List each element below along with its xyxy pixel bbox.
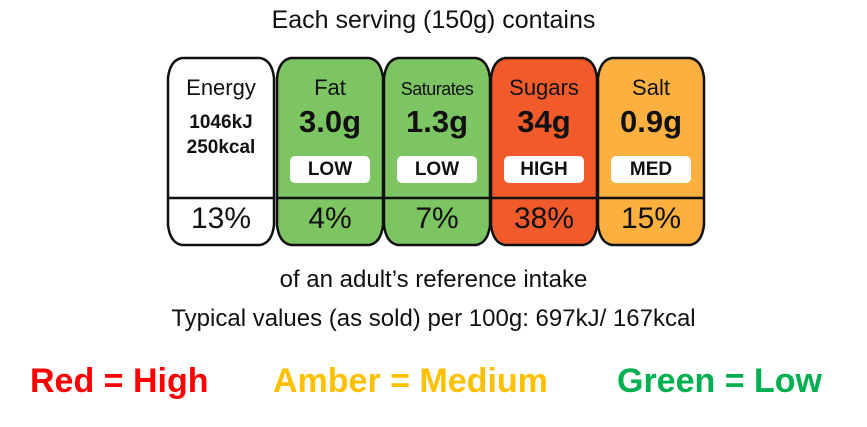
- level-badge: MED: [611, 156, 691, 183]
- nutrient-value: 3.0g: [298, 104, 362, 139]
- nutrient-value: 0.9g: [619, 104, 683, 139]
- legend-red: Red = High: [30, 362, 209, 400]
- nutrient-value: 1.3g: [405, 104, 469, 139]
- sugars-cell: Sugars 34g HIGH 38%: [491, 58, 597, 245]
- nutrient-name: Fat: [314, 75, 346, 100]
- nutrient-name: Sugars: [509, 75, 579, 100]
- nutrient-name: Saturates: [400, 79, 474, 99]
- serving-title: Each serving (150g) contains: [271, 6, 596, 34]
- nutrient-percent: 13%: [190, 202, 252, 235]
- reference-intake-note: of an adult’s reference intake: [279, 266, 588, 293]
- typical-values: Typical values (as sold) per 100g: 697kJ…: [171, 305, 696, 332]
- energy-kcal: 250kcal: [186, 137, 256, 158]
- level-badge: LOW: [290, 156, 370, 183]
- fat-cell: Fat 3.0g LOW 4%: [277, 58, 383, 245]
- nutrient-percent: 4%: [308, 202, 352, 235]
- salt-cell: Salt 0.9g MED 15%: [598, 58, 704, 245]
- nutrient-name: Energy: [186, 75, 256, 100]
- nutrient-percent: 38%: [513, 202, 575, 235]
- saturates-cell: Saturates 1.3g LOW 7%: [384, 58, 490, 245]
- level-badge: HIGH: [504, 156, 584, 183]
- nutrient-percent: 7%: [415, 202, 459, 235]
- energy-cell: Energy 1046kJ 250kcal 13%: [168, 58, 274, 245]
- nutrient-name: Salt: [632, 75, 670, 100]
- level-badge: LOW: [397, 156, 477, 183]
- legend-green: Green = Low: [617, 362, 822, 400]
- nutrient-value: 34g: [517, 104, 571, 139]
- legend-amber: Amber = Medium: [273, 362, 548, 400]
- nutrient-percent: 15%: [620, 202, 682, 235]
- energy-kj: 1046kJ: [189, 112, 253, 133]
